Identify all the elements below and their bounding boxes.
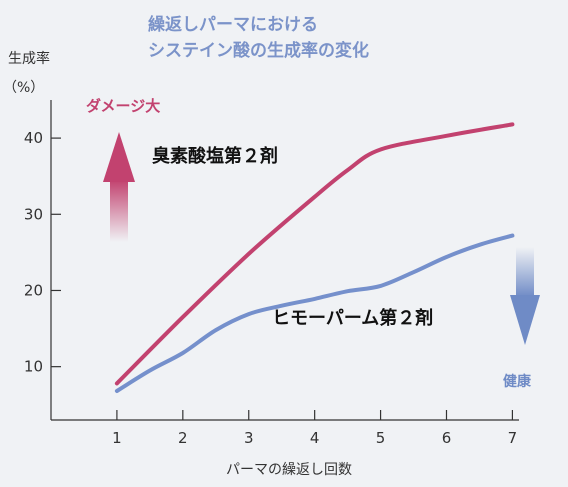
y-tick-label: 30 xyxy=(24,205,43,223)
damage-arrow-icon xyxy=(103,132,135,242)
series-line-himo xyxy=(114,233,515,393)
series-line-bromate xyxy=(114,122,515,386)
y-tick-label: 10 xyxy=(24,358,43,376)
x-tick-label: 7 xyxy=(508,429,518,447)
x-tick-label: 6 xyxy=(442,429,452,447)
ticks: 10 20 30 40 1 2 3 4 5 6 7 xyxy=(24,129,517,447)
y-axis-unit: （%） xyxy=(3,80,44,96)
chart-title-line-1: 繰返しパーマにおける xyxy=(148,14,318,35)
y-tick-label: 20 xyxy=(24,281,43,299)
series-label-himo: ヒモーパーム第２剤 xyxy=(272,307,433,329)
x-tick-label: 2 xyxy=(178,429,188,447)
x-tick-label: 5 xyxy=(376,429,386,447)
series-lines xyxy=(114,122,515,393)
x-tick-label: 1 xyxy=(112,429,122,447)
series-label-bromate: 臭素酸塩第２剤 xyxy=(152,145,278,167)
y-axis-label: 生成率 xyxy=(8,50,50,67)
healthy-arrow-icon xyxy=(510,247,540,345)
healthy-label: 健康 xyxy=(503,373,532,390)
y-tick-label: 40 xyxy=(24,129,43,147)
x-axis-label: パーマの繰返し回数 xyxy=(226,462,352,478)
damage-label: ダメージ大 xyxy=(86,97,160,115)
x-tick-label: 4 xyxy=(310,429,320,447)
x-tick-label: 3 xyxy=(244,429,254,447)
chart-title-line-2: システイン酸の生成率の変化 xyxy=(148,40,369,61)
